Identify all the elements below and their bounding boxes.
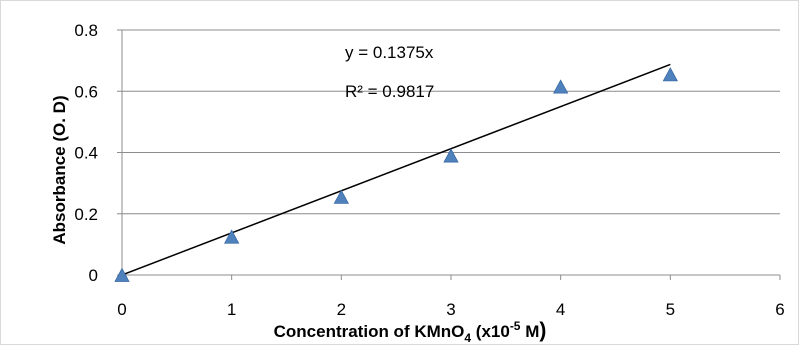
- gridlines: [122, 29, 780, 215]
- trendline-equation: y = 0.1375x: [345, 43, 434, 62]
- x-axis-label-part-a: Concentration of KMnO: [274, 322, 465, 341]
- linear-trendline: [121, 63, 671, 276]
- x-tick-labels: 0 1 2 3 4 5 6: [117, 300, 784, 319]
- x-axis-label: Concentration of KMnO4 (x10-5 M): [274, 319, 547, 345]
- y-tick-label: 0: [89, 266, 98, 285]
- x-tick-label: 1: [227, 300, 236, 319]
- trendline: [121, 63, 671, 276]
- x-axis-label-paren: ): [539, 319, 546, 342]
- y-tick-label: 0.2: [74, 205, 98, 224]
- data-point-triangle: [443, 148, 459, 163]
- data-point-triangle: [223, 229, 240, 244]
- x-tick-label: 2: [337, 300, 346, 319]
- data-point-triangle: [662, 67, 679, 82]
- x-tick-label: 0: [117, 300, 126, 319]
- y-tick-label: 0.4: [74, 144, 98, 163]
- r-squared-label: R² = 0.9817: [345, 82, 434, 101]
- data-point-triangle: [114, 267, 130, 282]
- y-tick-label: 0.8: [74, 21, 98, 40]
- x-axis-label-superscript: -5: [510, 319, 521, 333]
- data-point-triangle: [333, 189, 350, 204]
- x-axis-label-part-b: (x10: [471, 322, 510, 341]
- x-tick-label: 3: [446, 300, 455, 319]
- y-tick-labels: 0 0.2 0.4 0.6 0.8: [74, 21, 98, 285]
- data-points: [114, 67, 679, 282]
- x-tick-label: 6: [775, 300, 784, 319]
- y-tick-label: 0.6: [74, 82, 98, 101]
- data-point-triangle: [552, 79, 569, 94]
- x-axis-label-subscript: 4: [464, 331, 471, 345]
- y-axis-label: Absorbance (O. D): [50, 95, 69, 244]
- x-axis-label-part-c: M: [520, 322, 539, 341]
- x-tick-label: 4: [556, 300, 565, 319]
- x-tick-label: 5: [666, 300, 675, 319]
